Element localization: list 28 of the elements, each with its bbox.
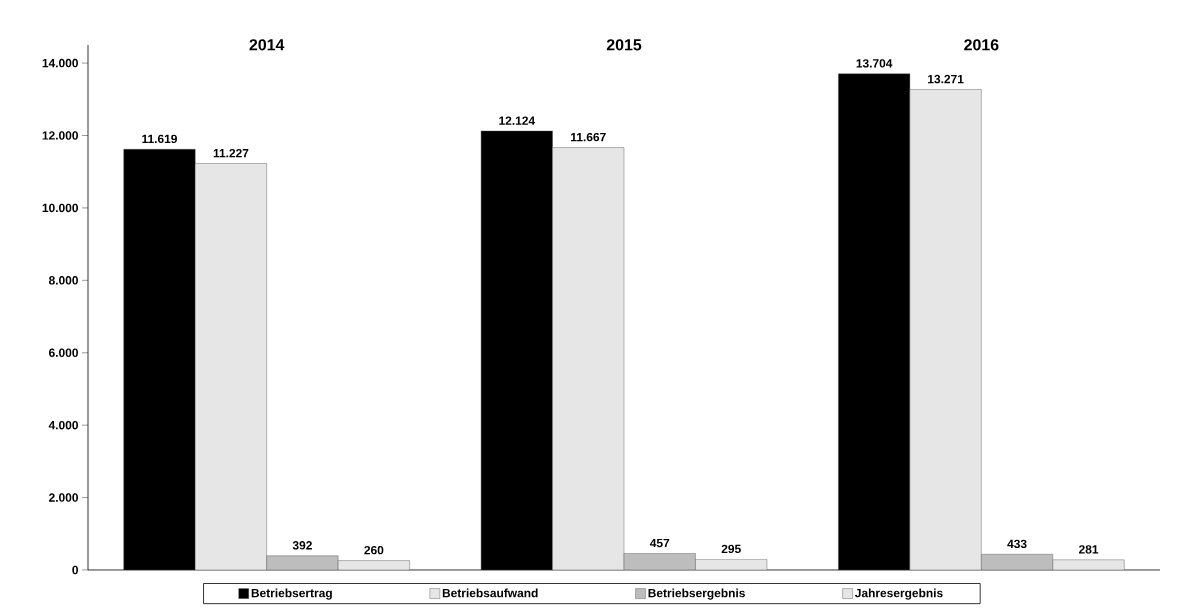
y-tick-label: 10.000 — [42, 203, 78, 213]
y-tick-label: 8.000 — [48, 276, 78, 285]
legend-label: Betriebsertrag — [251, 588, 332, 600]
data-label: 392 — [292, 541, 312, 550]
data-label: 11.619 — [142, 134, 177, 144]
x-tick-label: 2016 — [964, 39, 999, 51]
data-label: 12.124 — [499, 116, 536, 125]
y-tick-label: 14.000 — [42, 58, 78, 68]
x-tick-label: 2015 — [606, 39, 642, 51]
data-label: 11.227 — [213, 148, 249, 158]
data-label: 281 — [1079, 545, 1099, 554]
y-tick-label: 4.000 — [48, 420, 78, 430]
data-label: 11.667 — [571, 132, 606, 142]
x-tick-label: 2014 — [249, 39, 285, 51]
bar — [266, 555, 339, 570]
legend-label: Betriebsergebnis — [648, 588, 745, 600]
data-label: 13.704 — [856, 59, 893, 68]
data-label: 457 — [649, 538, 670, 548]
y-tick-label: 2.000 — [48, 493, 78, 502]
y-tick-label: 6.000 — [49, 348, 78, 357]
data-label: 260 — [364, 545, 384, 555]
y-tick-label: 0 — [72, 565, 78, 575]
legend-label: Betriebsaufwand — [442, 588, 538, 598]
data-label: 433 — [1007, 539, 1027, 549]
data-label: 13.271 — [928, 74, 964, 84]
y-tick-label: 12.000 — [42, 131, 78, 140]
data-label: 295 — [721, 544, 741, 554]
legend-label: Jahresergebnis — [854, 588, 943, 600]
